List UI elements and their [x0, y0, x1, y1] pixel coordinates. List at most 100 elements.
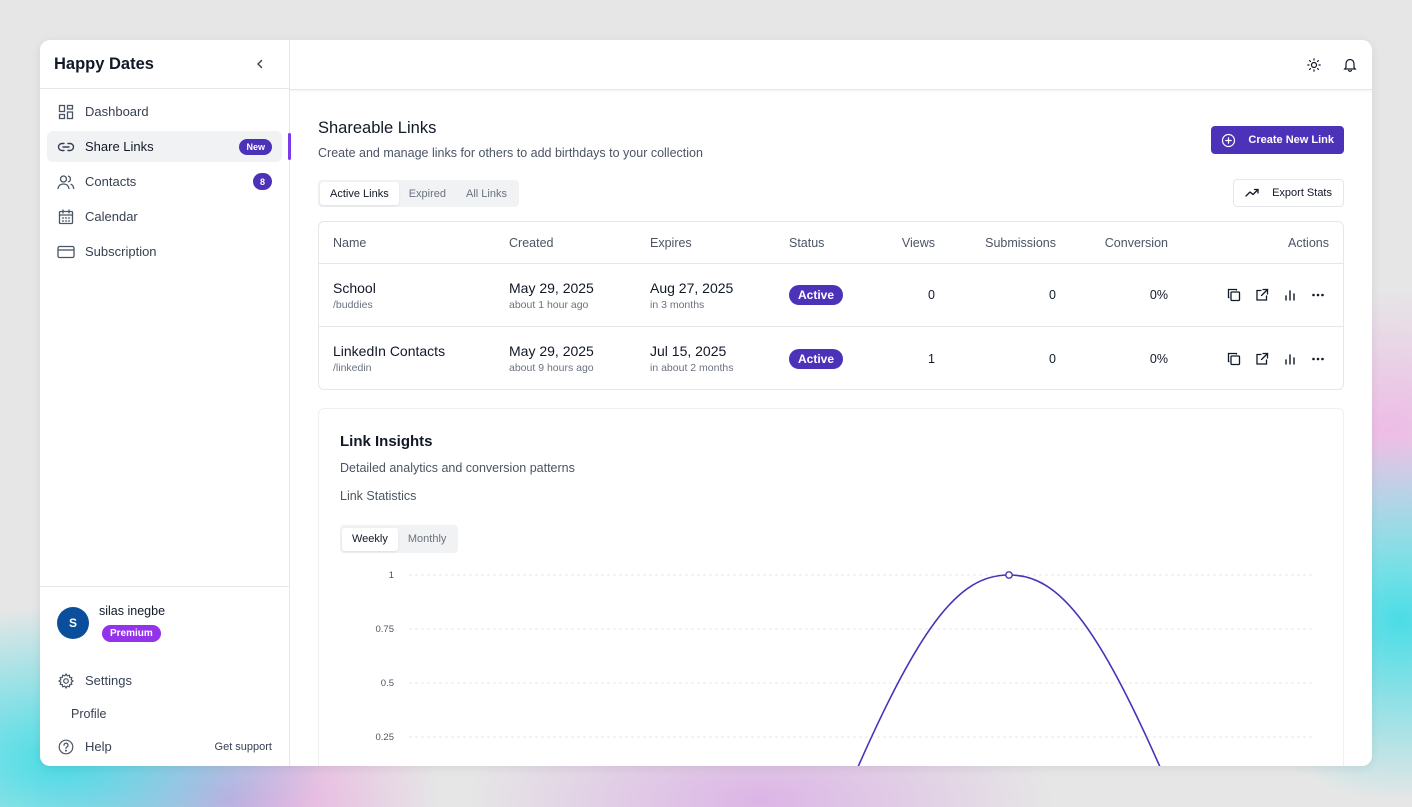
- column-header-created: Created: [509, 235, 554, 250]
- create-new-link-label: Create New Link: [1248, 134, 1334, 146]
- main-content: Shareable Links Create and manage links …: [290, 40, 1372, 766]
- insights-subtitle: Detailed analytics and conversion patter…: [340, 461, 575, 475]
- views-count: 0: [928, 288, 935, 302]
- sidebar-footer: S silas inegbe Premium Settings Profile: [40, 586, 289, 763]
- links-table: Name Created Expires Status Views Submis…: [318, 221, 1344, 390]
- expires-relative: in 3 months: [650, 298, 705, 311]
- column-header-actions: Actions: [1288, 235, 1329, 250]
- link-name[interactable]: LinkedIn Contacts: [333, 343, 446, 359]
- status-badge: Active: [789, 348, 844, 369]
- brand-header: Happy Dates: [40, 40, 289, 89]
- external-link-icon[interactable]: [1254, 288, 1269, 303]
- export-stats-label: Export Stats: [1272, 187, 1332, 199]
- expires-date: Jul 15, 2025: [650, 343, 727, 359]
- help-label: Help: [85, 739, 112, 754]
- column-header-views: Views: [901, 235, 935, 250]
- status-badge: Active: [789, 285, 844, 305]
- get-support-link[interactable]: Get support: [214, 740, 272, 753]
- created-date: May 29, 2025: [509, 279, 594, 296]
- link-name[interactable]: School: [333, 279, 376, 296]
- gear-icon: [57, 672, 75, 690]
- settings-link[interactable]: Settings: [40, 664, 289, 697]
- link-statistics-heading: Link Statistics: [340, 489, 417, 503]
- link-filter-tabs: Active Links Expired All Links: [318, 180, 519, 207]
- y-tick-label: 0.5: [381, 678, 394, 689]
- bar-chart-icon[interactable]: [1282, 351, 1297, 366]
- period-tabs: Weekly Monthly: [340, 525, 459, 553]
- sidebar-item-label: Contacts: [85, 174, 137, 189]
- credit-card-icon: [57, 243, 75, 261]
- trending-up-icon: [1245, 186, 1259, 200]
- help-link[interactable]: Help Get support: [40, 730, 289, 763]
- user-card[interactable]: S silas inegbe Premium: [40, 587, 289, 657]
- chevron-left-icon: [257, 59, 263, 69]
- sidebar-item-subscription[interactable]: Subscription: [47, 236, 282, 267]
- y-tick-label: 0.25: [376, 732, 395, 743]
- page-title: Shareable Links: [318, 119, 437, 137]
- copy-icon[interactable]: [1226, 351, 1241, 366]
- bell-icon[interactable]: [1342, 57, 1358, 73]
- create-new-link-button[interactable]: Create New Link: [1211, 126, 1344, 154]
- column-header-name: Name: [333, 235, 367, 250]
- sidebar-item-calendar[interactable]: Calendar: [47, 201, 282, 232]
- external-link-icon[interactable]: [1254, 351, 1269, 366]
- column-header-conversion: Conversion: [1104, 235, 1168, 250]
- sidebar-item-label: Calendar: [85, 209, 138, 224]
- sidebar-item-share-links[interactable]: Share Links New: [47, 131, 291, 162]
- settings-label: Settings: [85, 673, 132, 688]
- conversion-rate: 0%: [1149, 288, 1168, 302]
- tab-expired[interactable]: Expired: [408, 187, 446, 200]
- column-header-submissions: Submissions: [985, 235, 1056, 250]
- link-icon: [57, 138, 75, 156]
- column-header-expires: Expires: [650, 235, 692, 250]
- more-horizontal-icon[interactable]: [1310, 288, 1325, 303]
- page-subtitle: Create and manage links for others to ad…: [318, 146, 703, 160]
- sidebar-item-contacts[interactable]: Contacts 8: [47, 166, 282, 197]
- user-name: silas inegbe: [99, 604, 166, 618]
- app-title: Happy Dates: [54, 54, 154, 73]
- export-stats-button[interactable]: Export Stats: [1233, 179, 1344, 207]
- tab-weekly[interactable]: Weekly: [342, 527, 398, 551]
- users-icon: [57, 173, 75, 191]
- sidebar-item-label: Subscription: [85, 244, 157, 259]
- sidebar: Happy Dates Dashboard Share Links New: [40, 40, 291, 766]
- sidebar-item-label: Dashboard: [85, 104, 149, 119]
- table-row: School /buddies May 29, 2025 about 1 hou…: [319, 264, 1343, 327]
- sidebar-item-label: Share Links: [85, 139, 154, 154]
- collapse-sidebar-button[interactable]: [251, 55, 269, 73]
- plus-circle-icon: [1221, 133, 1236, 148]
- column-header-status: Status: [789, 235, 825, 250]
- new-badge: New: [239, 138, 272, 155]
- dashboard-icon: [57, 103, 75, 121]
- created-relative: about 1 hour ago: [509, 298, 589, 311]
- sidebar-nav: Dashboard Share Links New Contacts 8: [40, 89, 291, 278]
- submissions-count: 0: [1049, 351, 1056, 366]
- submissions-count: 0: [1049, 288, 1056, 302]
- copy-icon[interactable]: [1226, 288, 1241, 303]
- conversion-rate: 0%: [1149, 351, 1168, 366]
- y-tick-label: 0.75: [376, 624, 395, 635]
- premium-badge: Premium: [102, 625, 161, 642]
- tab-all-links[interactable]: All Links: [466, 187, 507, 200]
- y-tick-label: 1: [389, 570, 394, 581]
- expires-relative: in about 2 months: [650, 362, 734, 374]
- row-actions: [1226, 351, 1325, 366]
- link-insights-card: Link Insights Detailed analytics and con…: [318, 408, 1344, 766]
- link-slug: /buddies: [333, 298, 373, 311]
- expires-date: Aug 27, 2025: [650, 279, 734, 296]
- sidebar-item-dashboard[interactable]: Dashboard: [47, 96, 282, 127]
- more-horizontal-icon[interactable]: [1310, 351, 1325, 366]
- created-date: May 29, 2025: [509, 343, 594, 359]
- views-count: 1: [928, 351, 935, 366]
- bar-chart-icon[interactable]: [1282, 288, 1297, 303]
- top-bar: [290, 40, 1372, 90]
- sun-icon[interactable]: [1306, 57, 1322, 73]
- profile-link[interactable]: Profile: [40, 697, 289, 730]
- link-slug: /linkedin: [333, 362, 372, 374]
- tab-monthly[interactable]: Monthly: [407, 533, 447, 545]
- app-window: Happy Dates Dashboard Share Links New: [40, 40, 1372, 766]
- contacts-count-badge: 8: [253, 173, 272, 190]
- tab-active-links[interactable]: Active Links: [320, 182, 399, 205]
- profile-label: Profile: [71, 706, 107, 721]
- calendar-icon: [57, 208, 75, 226]
